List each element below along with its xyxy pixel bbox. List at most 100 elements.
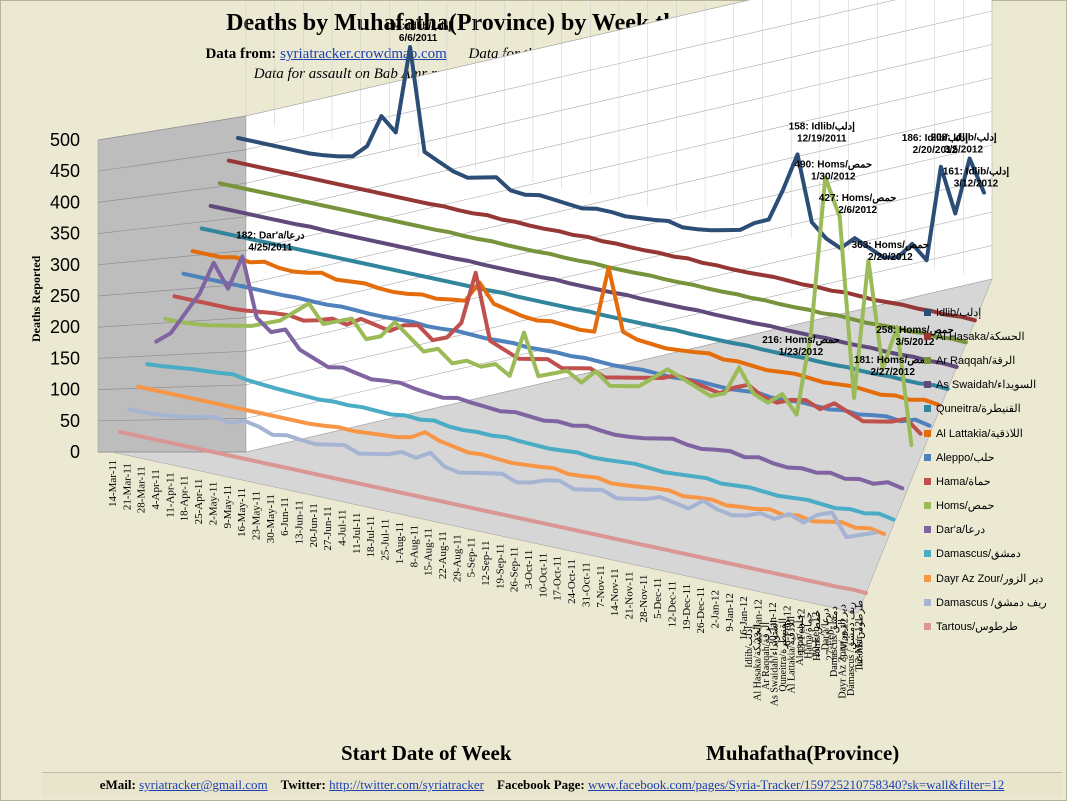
province-tick-label: Dayr Az Zour/دير الزور xyxy=(838,604,849,699)
annotation-date: 3/5/2012 xyxy=(896,337,935,348)
x-tick-label: 31-Oct-11 xyxy=(580,562,592,607)
x-tick-label: 21-Nov-11 xyxy=(624,572,636,620)
back-gridline xyxy=(245,144,993,318)
x-tick-label: 15-Aug-11 xyxy=(423,528,435,576)
province-tick-label: Al Lattakia/اللاذقية xyxy=(787,616,798,693)
province-tick-label: Al Hasaka/الحسكة xyxy=(753,624,764,701)
legend-swatch xyxy=(924,526,931,534)
y-tick-label: 400 xyxy=(50,192,80,212)
legend-swatch xyxy=(924,405,931,413)
back-gridline xyxy=(245,211,993,386)
email-link[interactable]: syriatracker@gmail.com xyxy=(139,777,268,792)
x-tick-labels: 14-Mar-11 21-Mar-11 28-Mar-11 4-Apr-11 11-Ap… xyxy=(107,460,865,668)
legend-swatch xyxy=(924,332,931,340)
province-tick-label: Homs/حمص xyxy=(812,610,823,661)
twitter-label: Twitter: xyxy=(280,777,326,792)
legend-item: Hama/حماة xyxy=(924,469,1064,493)
annotation-label: 194: Idlib/إدلب xyxy=(385,21,451,32)
x-tick-label: 29-Aug-11 xyxy=(451,534,463,582)
annotation-label: 427: Homs/حمص xyxy=(819,193,897,204)
side-gridline xyxy=(97,250,247,266)
province-tick-label: Aleppo/حلب xyxy=(795,614,806,666)
x-tick-label: 20-Jun-11 xyxy=(308,503,320,547)
legend-label: Damascus /ريف دمشق xyxy=(936,596,1047,609)
x-tick-label: 18-Jul-11 xyxy=(365,516,377,558)
facebook-label: Facebook Page: xyxy=(497,777,585,792)
annotation-label: 186: Idlib/إدلب xyxy=(902,133,968,144)
series-line xyxy=(190,249,941,407)
series-line xyxy=(154,254,905,491)
legend-swatch xyxy=(924,550,931,558)
legend-item: Al Lattakia/اللاذقية xyxy=(924,421,1064,445)
annotation-date: 4/25/2011 xyxy=(248,242,292,253)
x-tick-label: 26-Sep-11 xyxy=(509,547,521,592)
x-tick-label: 16-May-11 xyxy=(236,488,248,537)
side-gridline xyxy=(97,317,247,328)
legend-item: Damascus /ريف دمشق xyxy=(924,590,1064,614)
province-tick-label: Dar'a/درعا xyxy=(821,608,832,650)
legend-label: Dar'a/درعا xyxy=(936,524,986,537)
y-tick-label: 150 xyxy=(50,348,80,368)
series-line xyxy=(217,181,968,345)
x-tick-label: 25-Jul-11 xyxy=(380,519,392,561)
data-from-label: Data from: xyxy=(205,46,277,62)
province-tick-label: Damascus /ريف دمشق xyxy=(846,602,857,696)
annotation-label: 490: Homs/حمص xyxy=(795,159,873,170)
series-line xyxy=(199,226,950,391)
side-gridline xyxy=(97,216,247,234)
x-tick-label: 4-Apr-11 xyxy=(150,469,162,509)
series-lines xyxy=(118,45,986,595)
annotation-date: 2/27/2012 xyxy=(870,367,915,378)
x-tick-label: 2-May-11 xyxy=(207,482,219,526)
legend-label: Aleppo/حلب xyxy=(936,451,995,464)
annotation-label: 182: Dar'a/درعا xyxy=(236,230,305,241)
y-tick-label: 250 xyxy=(50,286,80,306)
x-tick-label: 14-Nov-11 xyxy=(609,568,621,616)
x-tick-label: 2-Jan-12 xyxy=(710,590,722,629)
footer: eMail: syriatracker@gmail.com Twitter: h… xyxy=(42,772,1062,797)
x-tick-label: 25-Apr-11 xyxy=(193,479,205,525)
x-tick-label: 6-Jun-11 xyxy=(279,497,291,536)
series-line xyxy=(208,203,959,369)
annotation-date: 6/6/2011 xyxy=(399,33,438,44)
x-tick-label: 27-Jun-11 xyxy=(322,506,334,550)
side-gridline xyxy=(97,182,247,203)
side-gridline xyxy=(97,149,247,172)
x-tick-label: 12-Mar-12 xyxy=(853,621,865,668)
annotation-date: 2/20/2012 xyxy=(913,145,958,156)
twitter-link[interactable]: http://twitter.com/syriatracker xyxy=(329,777,485,792)
annotation-label: 181: Homs/حمص xyxy=(854,355,932,366)
series-line xyxy=(163,175,914,448)
x-axis-title: Start Date of Week xyxy=(341,741,512,765)
side-gridline xyxy=(97,384,247,390)
x-tick-label: 9-May-11 xyxy=(222,485,234,529)
annotation-date: 3/5/2012 xyxy=(944,145,983,156)
y-axis-title: Deaths Reported xyxy=(29,255,43,342)
annotation-label: 208: Idlib/إدلب xyxy=(930,133,996,144)
province-tick-label: Idlib/إدلب xyxy=(744,626,755,668)
x-tick-label: 28-Nov-11 xyxy=(638,575,650,623)
x-tick-label: 30-Jan-12 xyxy=(767,602,779,646)
legend-item: Ar Raqqah/الرقة xyxy=(924,348,1064,372)
x-tick-label: 27-Feb-12 xyxy=(824,615,836,661)
data-source-link[interactable]: syriatracker.crowdmap.com xyxy=(280,46,447,62)
annotation-date: 2/20/2012 xyxy=(868,252,913,263)
x-tick-label: 3-Oct-11 xyxy=(523,550,535,589)
facebook-link[interactable]: www.facebook.com/pages/Syria-Tracker/159… xyxy=(588,777,1005,792)
series-line xyxy=(136,384,887,536)
y-tick-label: 500 xyxy=(50,130,80,150)
annotation-date: 3/12/2012 xyxy=(954,179,999,190)
legend-item: Al Hasaka/الحسكة xyxy=(924,324,1064,348)
legend-label: Al Hasaka/الحسكة xyxy=(936,330,1025,343)
province-tick-label: Tartous/طرطوس xyxy=(855,600,866,671)
y-tick-label: 100 xyxy=(50,380,80,400)
y-tick-label: 300 xyxy=(50,255,80,275)
x-tick-label: 23-Jan-12 xyxy=(753,599,765,643)
x-tick-label: 17-Oct-11 xyxy=(552,556,564,601)
legend-label: Al Lattakia/اللاذقية xyxy=(936,427,1023,440)
legend-swatch xyxy=(924,502,931,510)
annotation-date: 1/23/2012 xyxy=(779,347,824,358)
province-tick-label: Damascus/دمشق xyxy=(829,606,840,677)
